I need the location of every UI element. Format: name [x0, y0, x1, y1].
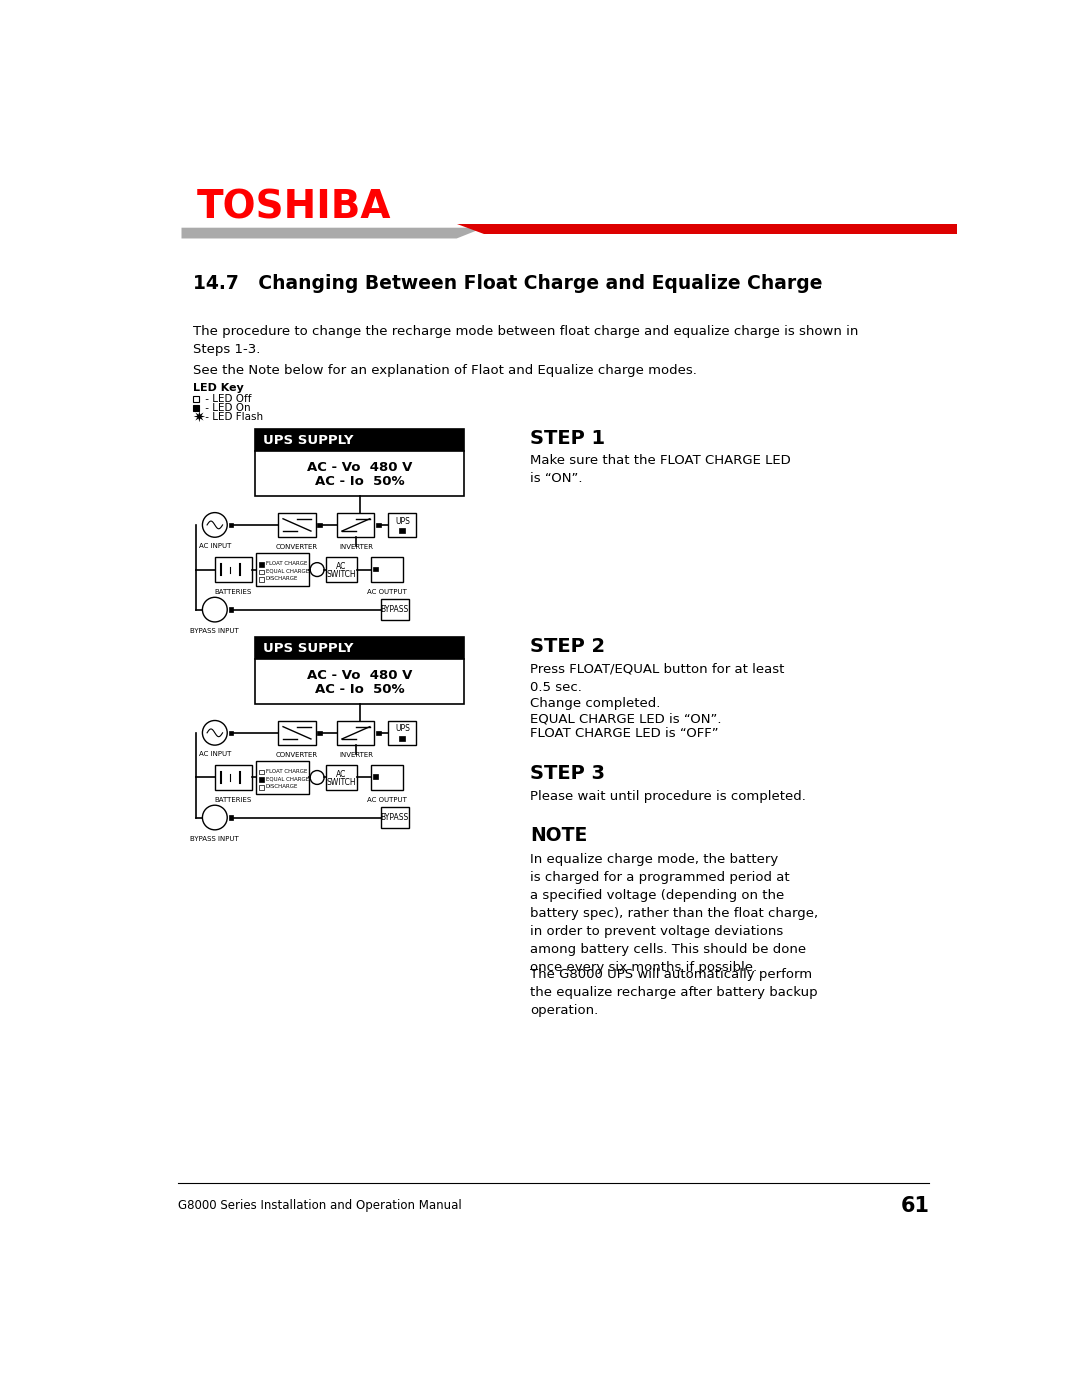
Bar — [256, 761, 309, 793]
Text: NOTE: NOTE — [530, 826, 588, 845]
Bar — [259, 770, 265, 774]
Text: BATTERIES: BATTERIES — [215, 796, 252, 803]
Text: - LED Off: - LED Off — [202, 394, 252, 404]
Polygon shape — [181, 228, 484, 239]
Bar — [255, 637, 464, 659]
Text: - LED On: - LED On — [202, 402, 251, 414]
Bar — [259, 562, 265, 567]
Bar — [229, 816, 233, 820]
Bar — [255, 659, 464, 704]
Bar — [376, 731, 380, 735]
Text: UPS SUPPLY: UPS SUPPLY — [262, 433, 353, 447]
Text: STEP 2: STEP 2 — [530, 637, 606, 657]
Text: UPS: UPS — [395, 517, 409, 525]
Text: BYPASS INPUT: BYPASS INPUT — [190, 835, 239, 842]
Text: AC INPUT: AC INPUT — [199, 543, 231, 549]
Text: UPS SUPPLY: UPS SUPPLY — [262, 641, 353, 655]
Text: EQUAL CHARGE LED is “ON”.: EQUAL CHARGE LED is “ON”. — [530, 712, 721, 726]
Bar — [389, 513, 416, 538]
Bar — [229, 608, 233, 612]
Bar — [380, 806, 408, 828]
Text: Press FLOAT/EQUAL button for at least
0.5 sec.: Press FLOAT/EQUAL button for at least 0.… — [530, 662, 785, 694]
Text: FLOAT CHARGE LED is “OFF”: FLOAT CHARGE LED is “OFF” — [530, 728, 719, 740]
Bar — [259, 778, 265, 782]
Bar — [370, 766, 403, 789]
Text: INVERTER: INVERTER — [339, 545, 373, 550]
Bar — [279, 721, 315, 745]
Text: AC - Vo  480 V: AC - Vo 480 V — [307, 669, 413, 682]
Bar — [380, 599, 408, 620]
Text: CONVERTER: CONVERTER — [275, 752, 318, 759]
Text: UPS: UPS — [395, 725, 409, 733]
Bar — [215, 766, 252, 789]
Text: AC - Io  50%: AC - Io 50% — [315, 475, 405, 488]
Bar — [279, 513, 315, 538]
Bar — [337, 721, 375, 745]
Bar — [326, 766, 356, 789]
Bar — [318, 522, 322, 527]
Text: AC: AC — [336, 770, 347, 780]
Text: BYPASS: BYPASS — [380, 813, 408, 821]
Text: STEP 1: STEP 1 — [530, 429, 606, 448]
Text: The G8000 UPS will automatically perform
the equalize recharge after battery bac: The G8000 UPS will automatically perform… — [530, 968, 818, 1017]
Text: STEP 3: STEP 3 — [530, 764, 605, 784]
Bar — [259, 577, 265, 583]
Text: FLOAT CHARGE: FLOAT CHARGE — [266, 562, 308, 566]
Bar — [229, 731, 233, 735]
Bar — [373, 774, 378, 780]
Text: EQUAL CHARGE: EQUAL CHARGE — [266, 569, 309, 574]
Text: LED Key: LED Key — [193, 383, 244, 393]
Text: ✷: ✷ — [192, 409, 205, 425]
Text: SWITCH: SWITCH — [326, 778, 356, 788]
Text: INVERTER: INVERTER — [339, 752, 373, 759]
Text: AC INPUT: AC INPUT — [199, 752, 231, 757]
Bar — [326, 557, 356, 583]
Bar — [373, 567, 378, 571]
Text: See the Note below for an explanation of Flaot and Equalize charge modes.: See the Note below for an explanation of… — [193, 365, 697, 377]
Bar — [337, 513, 375, 538]
Text: DISCHARGE: DISCHARGE — [266, 784, 298, 789]
Text: AC: AC — [336, 562, 347, 571]
Bar — [370, 557, 403, 583]
Text: FLOAT CHARGE: FLOAT CHARGE — [266, 768, 308, 774]
Text: BATTERIES: BATTERIES — [215, 588, 252, 595]
Bar — [318, 731, 322, 735]
Text: BYPASS INPUT: BYPASS INPUT — [190, 629, 239, 634]
Bar — [259, 570, 265, 574]
Bar — [259, 785, 265, 789]
Text: 61: 61 — [901, 1196, 930, 1217]
Bar — [255, 429, 464, 451]
Text: AC - Vo  480 V: AC - Vo 480 V — [307, 461, 413, 475]
Text: EQUAL CHARGE: EQUAL CHARGE — [266, 777, 309, 781]
Text: AC OUTPUT: AC OUTPUT — [367, 588, 407, 595]
Text: CONVERTER: CONVERTER — [275, 545, 318, 550]
Text: DISCHARGE: DISCHARGE — [266, 577, 298, 581]
Text: 14.7   Changing Between Float Charge and Equalize Charge: 14.7 Changing Between Float Charge and E… — [193, 274, 823, 292]
Bar — [193, 405, 200, 411]
Bar — [400, 528, 405, 532]
Bar — [193, 395, 200, 402]
Polygon shape — [457, 224, 957, 233]
Text: In equalize charge mode, the battery
is charged for a programmed period at
a spe: In equalize charge mode, the battery is … — [530, 854, 819, 974]
Bar — [255, 451, 464, 496]
Bar — [376, 522, 380, 527]
Bar — [215, 557, 252, 583]
Bar — [229, 522, 233, 527]
Text: SWITCH: SWITCH — [326, 570, 356, 580]
Text: G8000 Series Installation and Operation Manual: G8000 Series Installation and Operation … — [177, 1200, 461, 1213]
Text: AC OUTPUT: AC OUTPUT — [367, 796, 407, 803]
Bar — [400, 736, 405, 740]
Text: BYPASS: BYPASS — [380, 605, 408, 615]
Text: Please wait until procedure is completed.: Please wait until procedure is completed… — [530, 789, 806, 803]
Text: TOSHIBA: TOSHIBA — [197, 189, 391, 226]
Text: - LED Flash: - LED Flash — [202, 412, 262, 422]
Text: Make sure that the FLOAT CHARGE LED
is “ON”.: Make sure that the FLOAT CHARGE LED is “… — [530, 454, 791, 485]
Bar — [389, 721, 416, 745]
Text: The procedure to change the recharge mode between float charge and equalize char: The procedure to change the recharge mod… — [193, 326, 859, 356]
Text: AC - Io  50%: AC - Io 50% — [315, 683, 405, 696]
Text: Change completed.: Change completed. — [530, 697, 661, 711]
Bar — [256, 553, 309, 585]
